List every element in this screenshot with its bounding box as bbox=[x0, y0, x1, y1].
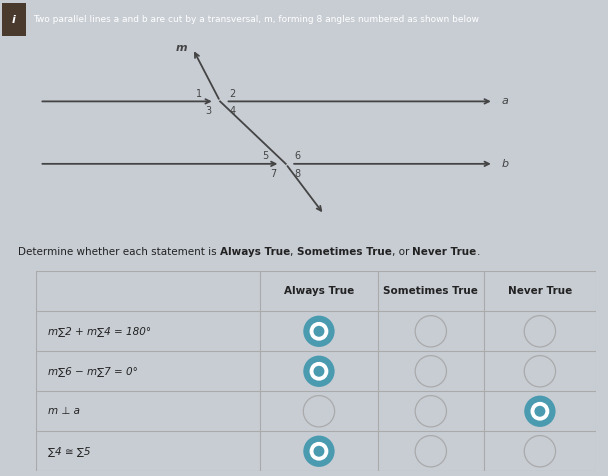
Text: Never True: Never True bbox=[412, 247, 477, 257]
Text: 2: 2 bbox=[229, 89, 235, 99]
Text: Always True: Always True bbox=[284, 286, 354, 297]
Text: .: . bbox=[477, 247, 480, 257]
Ellipse shape bbox=[303, 356, 334, 387]
Text: , or: , or bbox=[392, 247, 412, 257]
Text: 1: 1 bbox=[196, 89, 202, 99]
Text: Sometimes True: Sometimes True bbox=[297, 247, 392, 257]
Ellipse shape bbox=[303, 436, 334, 467]
Text: m ⊥ a: m ⊥ a bbox=[47, 406, 80, 416]
Text: Always True: Always True bbox=[220, 247, 290, 257]
Text: b: b bbox=[502, 159, 509, 169]
Ellipse shape bbox=[309, 442, 328, 461]
Text: 3: 3 bbox=[205, 106, 211, 116]
Text: 8: 8 bbox=[295, 169, 301, 178]
Ellipse shape bbox=[309, 322, 328, 341]
Text: Two parallel lines a and b are cut by a transversal, m, forming 8 angles numbere: Two parallel lines a and b are cut by a … bbox=[33, 15, 480, 24]
Text: m∑6 − m∑7 = 0°: m∑6 − m∑7 = 0° bbox=[47, 366, 137, 377]
Text: 4: 4 bbox=[229, 106, 235, 116]
Text: 5: 5 bbox=[262, 151, 268, 161]
Text: ∑4 ≅ ∑5: ∑4 ≅ ∑5 bbox=[47, 446, 90, 456]
Text: m∑2 + m∑4 = 180°: m∑2 + m∑4 = 180° bbox=[47, 326, 151, 337]
Text: Never True: Never True bbox=[508, 286, 572, 297]
Text: 7: 7 bbox=[271, 169, 277, 178]
Ellipse shape bbox=[303, 316, 334, 347]
Ellipse shape bbox=[314, 366, 325, 377]
Ellipse shape bbox=[531, 402, 549, 421]
Text: Sometimes True: Sometimes True bbox=[384, 286, 478, 297]
Text: 6: 6 bbox=[295, 151, 301, 161]
Text: i: i bbox=[12, 14, 16, 25]
Text: a: a bbox=[502, 96, 509, 107]
FancyBboxPatch shape bbox=[2, 3, 26, 36]
Ellipse shape bbox=[524, 396, 556, 427]
Text: Determine whether each statement is: Determine whether each statement is bbox=[18, 247, 220, 257]
Text: m: m bbox=[176, 42, 188, 53]
Ellipse shape bbox=[314, 326, 325, 337]
Ellipse shape bbox=[534, 406, 545, 417]
Ellipse shape bbox=[309, 362, 328, 381]
Ellipse shape bbox=[314, 446, 325, 457]
Text: ,: , bbox=[290, 247, 297, 257]
